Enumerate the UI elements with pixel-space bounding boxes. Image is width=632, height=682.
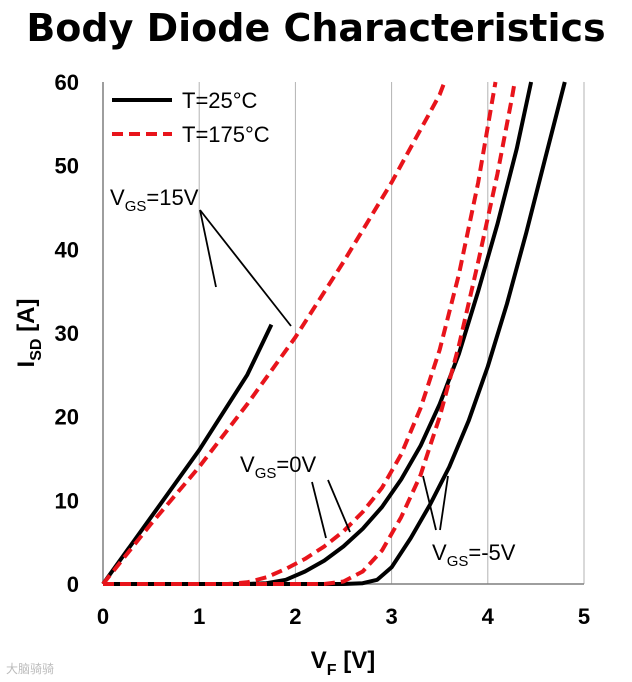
series-line-5 [103, 81, 567, 586]
y-tick-label-10: 10 [55, 488, 79, 513]
legend-label-2: T=175°C [182, 122, 270, 147]
annotation-label-3: VGS=-5V [432, 540, 516, 570]
x-tick-label-1: 1 [193, 604, 205, 629]
annotations: VGS=15V VGS=0V VGS=-5V [110, 185, 516, 570]
y-tick-label-50: 50 [55, 154, 79, 179]
annotation-leader-6 [439, 475, 449, 531]
x-tick-label-2: 2 [289, 604, 301, 629]
annotation-label-1: VGS=15V [110, 185, 199, 215]
annotation-leaders [199, 209, 449, 539]
series-line-1 [101, 323, 274, 586]
series-group [101, 81, 567, 586]
x-tick-label-0: 0 [97, 604, 109, 629]
series-line-2 [101, 81, 447, 586]
y-tick-label-60: 60 [55, 70, 79, 95]
x-axis-label: VF [V] [311, 647, 375, 679]
annotation-leader-4 [327, 479, 351, 533]
series-line-6 [103, 81, 517, 586]
axis-labels: VF [V] ISD [A] [13, 299, 375, 679]
annotation-leader-5 [422, 475, 437, 531]
annotation-leader-3 [311, 481, 327, 539]
legend-label-1: T=25°C [182, 88, 258, 113]
annotation-label-2: VGS=0V [240, 452, 316, 482]
y-axis-label: ISD [A] [13, 299, 45, 368]
y-tick-label-0: 0 [67, 572, 79, 597]
y-tick-label-40: 40 [55, 237, 79, 262]
x-tick-label-4: 4 [482, 604, 495, 629]
chart-title: Body Diode Characteristics [26, 6, 606, 50]
y-tick-label-20: 20 [55, 405, 79, 430]
axes [102, 82, 584, 585]
watermark: 大脑骑骑 [6, 662, 55, 676]
annotation-leader-1 [199, 209, 217, 288]
y-tick-label-30: 30 [55, 321, 79, 346]
x-tick-label-3: 3 [385, 604, 397, 629]
legend: T=25°C T=175°C [112, 88, 270, 147]
series-line-3 [103, 81, 534, 586]
x-tick-label-5: 5 [578, 604, 590, 629]
series-line-4 [103, 81, 498, 586]
annotation-leader-2 [199, 209, 292, 327]
grid-lines [198, 82, 585, 584]
